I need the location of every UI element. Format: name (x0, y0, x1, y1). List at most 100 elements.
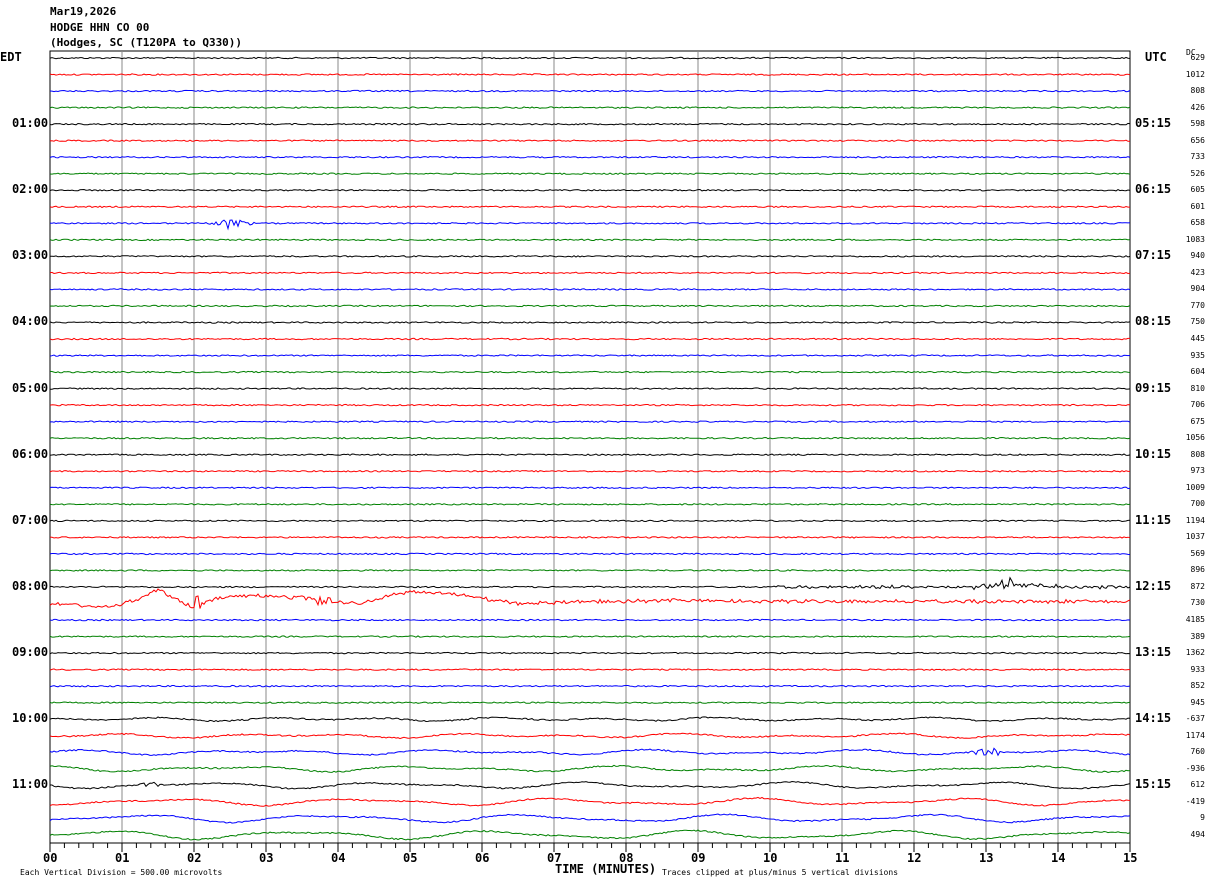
dc-offset-label: 389 (1190, 631, 1205, 641)
dc-offset-label: 973 (1190, 466, 1205, 476)
dc-offset-label: 808 (1190, 86, 1205, 96)
seismic-trace (49, 536, 1131, 539)
seismic-trace (49, 271, 1131, 275)
dc-offset-label: 945 (1190, 697, 1205, 707)
x-tick-label: 13 (979, 851, 994, 865)
utc-hour-label: 14:15 (1135, 711, 1172, 726)
dc-offset-label: 940 (1190, 251, 1205, 261)
seismic-trace (50, 780, 1131, 790)
utc-label: UTC (1145, 50, 1167, 64)
dc-offset-label: 526 (1190, 168, 1205, 178)
edt-hour-label: 01:00 (12, 116, 49, 131)
edt-hour-label: 04:00 (12, 314, 49, 329)
x-tick-label: 08 (619, 851, 634, 865)
x-tick-label: 12 (907, 851, 922, 865)
utc-hour-label: 10:15 (1135, 446, 1172, 461)
seismic-trace (49, 155, 1131, 159)
seismic-trace (49, 122, 1131, 126)
seismic-trace (49, 519, 1131, 523)
seismic-trace (49, 618, 1131, 622)
dc-offset-label: 733 (1190, 152, 1205, 162)
seismic-trace (49, 188, 1131, 192)
x-tick-label: 11 (835, 851, 850, 865)
utc-hour-label: 05:15 (1135, 116, 1172, 131)
dc-offset-label: 601 (1190, 201, 1205, 211)
seismic-trace (49, 321, 1131, 324)
scale-note: Each Vertical Division = 500.00 microvol… (20, 868, 223, 877)
seismic-trace (49, 73, 1131, 76)
dc-offset-label: 808 (1190, 449, 1205, 459)
dc-offset-label: 700 (1190, 499, 1205, 509)
seismic-trace (49, 796, 1131, 807)
dc-offset-label: 656 (1190, 135, 1205, 145)
dc-offset-label: 569 (1190, 548, 1205, 558)
seismic-trace (49, 503, 1131, 506)
x-tick-label: 04 (331, 851, 346, 865)
dc-offset-label: 629 (1190, 53, 1205, 62)
seismic-trace (49, 470, 1130, 473)
utc-hour-label: 07:15 (1135, 248, 1172, 263)
dc-offset-label: 598 (1190, 119, 1205, 129)
dc-offset-label: 1037 (1185, 532, 1205, 542)
seismic-trace (49, 56, 1131, 60)
dc-offset-label: 675 (1190, 416, 1205, 426)
seismic-trace (49, 337, 1130, 341)
x-tick-label: 01 (115, 851, 130, 865)
seismic-trace (49, 436, 1131, 440)
seismic-trace (49, 829, 1131, 841)
x-tick-label: 10 (763, 851, 778, 865)
x-tick-label: 15 (1123, 851, 1138, 865)
seismic-trace (49, 576, 1131, 591)
dc-offset-label: 494 (1190, 829, 1205, 839)
x-tick-label: 14 (1051, 851, 1066, 865)
dc-offset-label: 935 (1190, 350, 1205, 360)
x-axis-label: TIME (MINUTES) (555, 862, 657, 876)
seismic-trace (49, 304, 1131, 308)
seismic-trace (49, 370, 1131, 374)
dc-offset-label: 750 (1190, 317, 1205, 327)
seismic-trace (49, 732, 1131, 740)
dc-offset-label: 1056 (1185, 433, 1205, 443)
edt-label: EDT (0, 50, 22, 64)
seismic-trace (49, 420, 1131, 424)
edt-hour-label: 09:00 (12, 645, 49, 660)
dc-offset-label: 852 (1190, 681, 1205, 691)
station-label: HODGE HHN CO 00 (50, 21, 150, 34)
dc-offset-label: 426 (1190, 102, 1205, 112)
dc-offset-label: 445 (1190, 334, 1205, 343)
seismic-trace (49, 89, 1131, 93)
seismic-trace (49, 238, 1131, 242)
plot-frame (49, 50, 1131, 844)
utc-hour-label: 12:15 (1135, 578, 1172, 593)
dc-label: DC (1186, 48, 1196, 57)
dc-offset-label: 1009 (1185, 482, 1205, 492)
location-label: (Hodges, SC (T120PA to Q330)) (50, 36, 243, 49)
seismic-trace (49, 552, 1131, 556)
dc-offset-label: 872 (1190, 581, 1205, 591)
x-tick-label: 02 (187, 851, 202, 865)
dc-offset-label: 658 (1190, 218, 1205, 228)
seismic-trace (49, 453, 1131, 456)
x-tick-label: 07 (547, 851, 562, 865)
edt-hour-label: 05:00 (12, 380, 49, 395)
seismic-trace (49, 106, 1131, 109)
dc-offset-label: 423 (1190, 267, 1205, 277)
dc-offset-label: 1083 (1185, 234, 1205, 244)
date-label: Mar19,2026 (50, 5, 117, 18)
seismic-trace (49, 255, 1131, 258)
seismic-trace (50, 387, 1131, 390)
seismic-trace (49, 813, 1131, 824)
edt-hour-label: 07:00 (12, 512, 49, 527)
dc-offset-label: -637 (1185, 714, 1205, 724)
x-tick-label: 03 (259, 851, 274, 865)
edt-hour-label: 11:00 (12, 777, 49, 792)
utc-hour-label: 09:15 (1135, 380, 1172, 395)
edt-hour-label: 03:00 (12, 248, 49, 263)
dc-offset-label: 770 (1190, 300, 1205, 310)
seismic-trace (49, 588, 1131, 609)
seismic-trace (49, 684, 1131, 688)
seismic-trace (49, 651, 1131, 655)
edt-hour-label: 10:00 (12, 711, 49, 726)
seismic-trace (49, 219, 1131, 231)
